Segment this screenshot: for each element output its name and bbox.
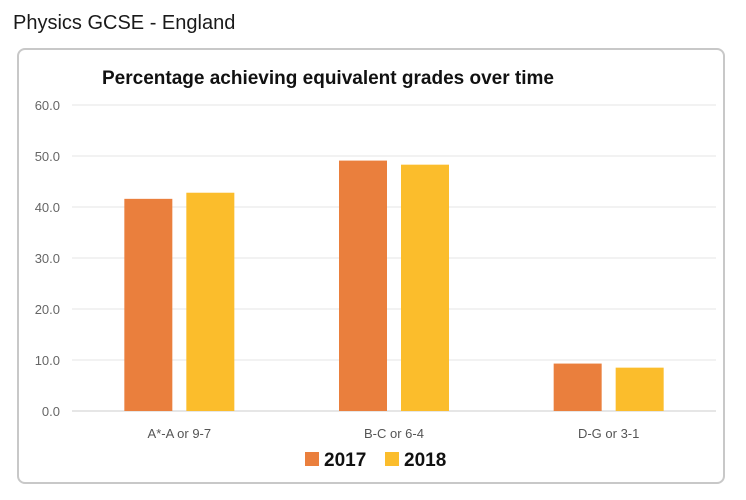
y-tick-label: 60.0 [35,98,60,113]
x-category-label: B-C or 6-4 [364,426,424,441]
chart-title: Percentage achieving equivalent grades o… [102,68,554,89]
y-tick-label: 40.0 [35,200,60,215]
legend-label-2017: 2017 [324,450,366,471]
bar-2017-0 [124,198,173,411]
bar-2017-1 [339,160,387,411]
legend-swatch-2018 [385,452,399,466]
x-axis-category-labels: A*-A or 9-7 B-C or 6-4 D-G or 3-1 [148,426,640,441]
y-tick-label: 0.0 [42,404,60,419]
legend-swatch-2017 [305,452,319,466]
legend-label-2018: 2018 [404,450,446,471]
y-axis-tick-labels: 0.0 10.0 20.0 30.0 40.0 50.0 60.0 [35,98,60,419]
page-heading: Physics GCSE - England [13,12,236,34]
chart-gridlines [72,104,716,412]
x-category-label: D-G or 3-1 [578,426,639,441]
chart-legend: 2017 2018 [305,450,446,471]
y-tick-label: 20.0 [35,302,60,317]
y-tick-label: 30.0 [35,251,60,266]
y-tick-label: 50.0 [35,149,60,164]
x-category-label: A*-A or 9-7 [148,426,212,441]
bar-2018-1 [401,164,449,411]
y-tick-label: 10.0 [35,353,60,368]
bar-2018-0 [186,192,235,411]
chart-bars [124,160,664,411]
bar-2018-2 [615,367,664,411]
bar-2017-2 [553,363,602,411]
